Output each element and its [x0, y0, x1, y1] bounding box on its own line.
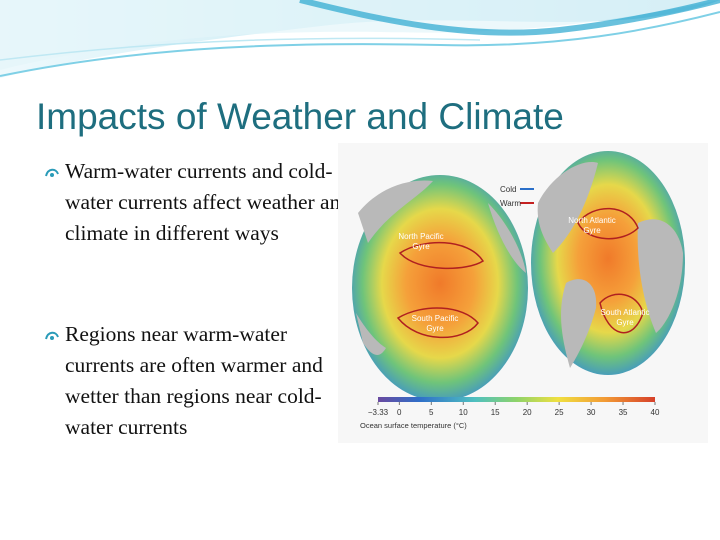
bullet: Regions near warm-water currents are oft… — [44, 319, 356, 443]
colorbar-ticks: −3.33 0 5 10 15 20 25 30 35 40 — [368, 402, 660, 417]
gyre-label: South Atlantic Gyre — [601, 308, 650, 327]
globe-pacific — [352, 175, 528, 401]
globe-atlantic — [531, 151, 685, 375]
colorbar — [378, 397, 655, 402]
colorbar-tick-label: 10 — [459, 408, 468, 417]
gyre-line: Gyre — [616, 318, 634, 327]
gyre-line: South Pacific — [412, 314, 459, 323]
bullet-icon — [45, 331, 59, 340]
gyre-line: North Atlantic — [568, 216, 616, 225]
colorbar-tick-label: 15 — [491, 408, 500, 417]
header-wave — [0, 0, 720, 78]
colorbar-tick-label: 5 — [429, 408, 434, 417]
bullet: Warm-water currents and cold-water curre… — [44, 156, 356, 249]
slide-title: Impacts of Weather and Climate — [36, 96, 564, 137]
colorbar-tick-label: 0 — [397, 408, 402, 417]
gyre-label: North Pacific Gyre — [398, 232, 443, 251]
gyre-labels: North Pacific Gyre North Atlantic Gyre Sou… — [398, 216, 649, 333]
colorbar-tick-label: 35 — [619, 408, 628, 417]
colorbar-tick-label: −3.33 — [368, 408, 389, 417]
legend: Cold Warm — [500, 185, 534, 208]
legend-label: Warm — [500, 199, 521, 208]
gyre-line: North Pacific — [398, 232, 443, 241]
figure: Cold Warm North Pacific Gyre North Atlant… — [338, 143, 708, 443]
colorbar-label: Ocean surface temperature (°C) — [360, 421, 467, 430]
colorbar-tick-label: 40 — [651, 408, 660, 417]
gyre-line: Gyre — [426, 324, 444, 333]
gyre-label: South Pacific Gyre — [412, 314, 459, 333]
gyre-line: South Atlantic — [601, 308, 650, 317]
bullet-text: Regions near warm-water currents are oft… — [65, 322, 323, 439]
colorbar-tick-label: 25 — [555, 408, 564, 417]
colorbar-tick-label: 20 — [523, 408, 532, 417]
gyre-label: North Atlantic Gyre — [568, 216, 616, 235]
bullet-text: Warm-water currents and cold-water curre… — [65, 159, 352, 245]
colorbar-tick-label: 30 — [587, 408, 596, 417]
gyre-line: Gyre — [412, 242, 430, 251]
gyre-line: Gyre — [583, 226, 601, 235]
legend-label: Cold — [500, 185, 516, 194]
bullet-icon — [45, 168, 59, 177]
